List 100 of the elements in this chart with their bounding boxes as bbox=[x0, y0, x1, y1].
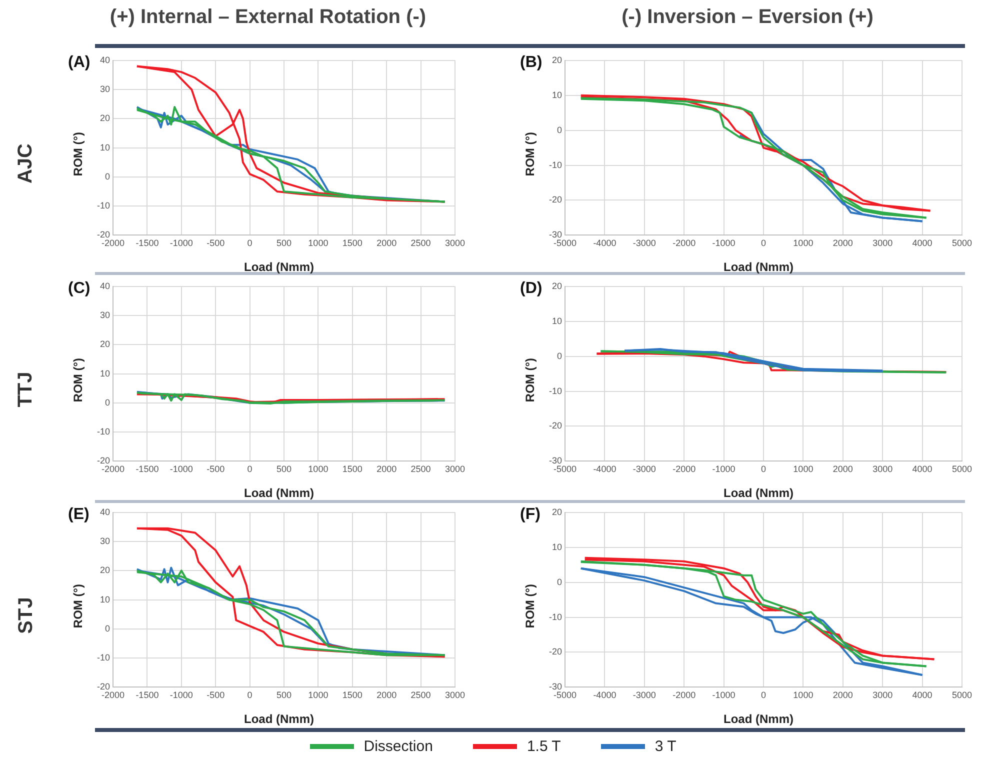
x-tick-label: 2000 bbox=[832, 238, 853, 248]
y-tick-label: 10 bbox=[100, 594, 110, 604]
y-tick-label: 10 bbox=[552, 316, 562, 326]
x-tick-label: -2000 bbox=[672, 238, 696, 248]
x-tick-label: 500 bbox=[276, 238, 292, 248]
chart-title: (F) bbox=[520, 506, 540, 524]
x-tick-label: -5000 bbox=[553, 238, 577, 248]
x-axis-title: Load (Nmm) bbox=[722, 260, 794, 274]
x-tick-label: -500 bbox=[206, 238, 225, 248]
x-tick-label: 2000 bbox=[832, 464, 853, 474]
x-tick-label: -500 bbox=[206, 690, 225, 700]
y-tick-label: -10 bbox=[548, 612, 562, 622]
x-tick-label: 5000 bbox=[952, 238, 972, 248]
y-tick-label: 20 bbox=[552, 280, 562, 291]
x-tick-label: -1500 bbox=[136, 238, 159, 248]
y-tick-label: -30 bbox=[548, 456, 562, 466]
x-tick-label: 1000 bbox=[793, 690, 814, 700]
y-axis-title: ROM (°) bbox=[71, 584, 85, 628]
x-tick-label: -3000 bbox=[632, 690, 656, 700]
chart-subtitle: (+) Internal – External Rotation (-) bbox=[108, 6, 428, 29]
y-tick-label: -10 bbox=[548, 386, 562, 396]
x-tick-label: 1000 bbox=[308, 464, 328, 474]
x-tick-label: 1000 bbox=[308, 238, 328, 248]
text: TTJ bbox=[14, 371, 38, 407]
y-tick-label: 10 bbox=[100, 142, 110, 152]
x-tick-label: -2000 bbox=[101, 464, 125, 474]
legend-label: 1.5 T bbox=[526, 738, 561, 755]
x-tick-label: 0 bbox=[247, 690, 252, 700]
y-tick-label: 40 bbox=[100, 280, 110, 291]
x-tick-label: 1000 bbox=[793, 238, 814, 248]
y-tick-label: 0 bbox=[556, 124, 562, 135]
text: STJ bbox=[14, 596, 38, 634]
x-tick-label: 2500 bbox=[410, 690, 431, 700]
x-tick-label: -1000 bbox=[170, 464, 193, 474]
x-axis-title: Load (Nmm) bbox=[722, 486, 794, 500]
y-axis-title: ROM (°) bbox=[71, 358, 85, 402]
x-tick-label: -1500 bbox=[136, 690, 159, 700]
x-tick-label: -1000 bbox=[170, 690, 193, 700]
x-tick-label: 1500 bbox=[342, 464, 362, 474]
y-tick-label: 30 bbox=[100, 84, 110, 94]
y-tick-label: 0 bbox=[104, 171, 110, 182]
y-tick-label: -30 bbox=[548, 682, 562, 692]
x-tick-label: -500 bbox=[206, 464, 225, 474]
y-tick-label: -10 bbox=[548, 160, 562, 170]
y-tick-label: -20 bbox=[96, 682, 110, 692]
x-tick-label: 3000 bbox=[872, 464, 893, 474]
x-tick-label: -1000 bbox=[712, 464, 736, 474]
x-tick-label: 500 bbox=[276, 690, 292, 700]
y-tick-label: 0 bbox=[104, 397, 110, 408]
y-tick-label: -10 bbox=[96, 652, 110, 663]
x-axis-title: Load (Nmm) bbox=[243, 712, 315, 726]
y-axis-title: ROM (°) bbox=[523, 132, 537, 176]
y-tick-label: -10 bbox=[96, 426, 110, 437]
y-tick-label: 20 bbox=[552, 506, 562, 517]
chart-title: (A) bbox=[68, 54, 90, 72]
legend-label: Dissection bbox=[364, 738, 433, 755]
x-axis-title: Load (Nmm) bbox=[243, 486, 315, 500]
y-tick-label: 0 bbox=[104, 623, 110, 634]
x-tick-label: 2500 bbox=[410, 464, 431, 474]
y-tick-label: -10 bbox=[96, 200, 110, 211]
x-tick-label: 3000 bbox=[872, 238, 893, 248]
chart-title: (B) bbox=[520, 54, 542, 72]
x-tick-label: 1500 bbox=[342, 238, 362, 248]
chart-title: (D) bbox=[520, 280, 542, 298]
x-tick-label: 4000 bbox=[912, 238, 932, 248]
y-tick-label: -30 bbox=[548, 230, 562, 240]
x-tick-label: -1500 bbox=[136, 464, 159, 474]
y-tick-label: 30 bbox=[100, 310, 110, 320]
x-tick-label: 4000 bbox=[912, 690, 932, 700]
y-axis-title: ROM (°) bbox=[523, 584, 537, 628]
y-tick-label: 0 bbox=[556, 576, 562, 587]
x-tick-label: 2000 bbox=[376, 690, 397, 700]
x-tick-label: 2000 bbox=[376, 238, 397, 248]
x-tick-label: 3000 bbox=[444, 690, 466, 700]
x-tick-label: -2000 bbox=[672, 690, 696, 700]
x-tick-label: 0 bbox=[760, 464, 766, 474]
x-tick-label: -1000 bbox=[170, 238, 193, 248]
y-tick-label: 10 bbox=[552, 90, 562, 100]
x-tick-label: -2000 bbox=[101, 690, 125, 700]
x-tick-label: 4000 bbox=[912, 464, 932, 474]
y-tick-label: 20 bbox=[100, 113, 110, 124]
y-tick-label: 10 bbox=[552, 542, 562, 552]
x-tick-label: 0 bbox=[760, 238, 766, 248]
y-tick-label: 40 bbox=[100, 506, 110, 517]
legend-label: 3 T bbox=[654, 738, 676, 755]
x-tick-label: -5000 bbox=[553, 464, 577, 474]
x-tick-label: -2000 bbox=[101, 238, 125, 248]
x-axis-title: Load (Nmm) bbox=[243, 260, 315, 274]
y-tick-label: -20 bbox=[96, 456, 110, 466]
x-tick-label: 500 bbox=[276, 464, 292, 474]
y-tick-label: -20 bbox=[548, 194, 562, 205]
x-tick-label: -3000 bbox=[632, 238, 656, 248]
x-tick-label: -1000 bbox=[712, 238, 736, 248]
text: AJC bbox=[14, 142, 38, 184]
chart-title: (E) bbox=[68, 506, 90, 524]
x-tick-label: -2000 bbox=[672, 464, 696, 474]
y-tick-label: -20 bbox=[96, 230, 110, 240]
x-tick-label: -4000 bbox=[593, 238, 616, 248]
x-tick-label: -1000 bbox=[712, 690, 736, 700]
x-tick-label: -4000 bbox=[593, 690, 616, 700]
